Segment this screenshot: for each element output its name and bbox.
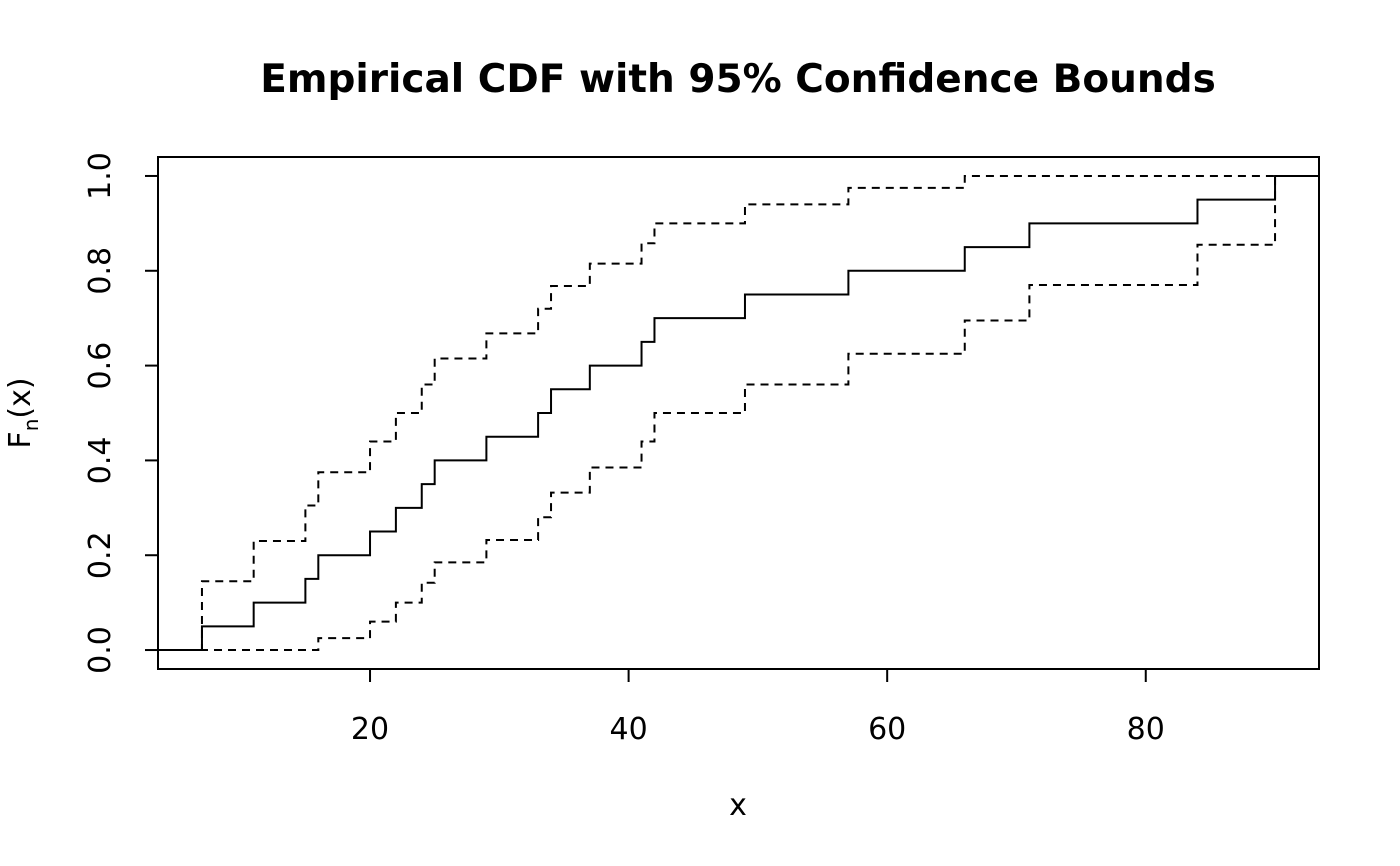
y-tick-label: 0.6: [83, 342, 118, 390]
y-axis-label-main: F: [3, 431, 38, 448]
x-axis-label: x: [729, 788, 747, 823]
y-tick-label: 0.4: [83, 437, 118, 485]
ecdf-line: [158, 174, 1319, 652]
y-axis-label-tail: (x): [3, 377, 38, 418]
x-axis: 20 40 60 80: [351, 669, 1165, 747]
lower-bound-line: [158, 174, 1319, 652]
y-tick-label: 0.2: [83, 531, 118, 579]
upper-bound-line: [158, 174, 1319, 652]
series-layer: [158, 174, 1319, 652]
y-tick-label: 0.0: [83, 626, 118, 674]
x-tick-label: 20: [351, 712, 389, 747]
chart-title: Empirical CDF with 95% Confidence Bounds: [260, 57, 1216, 102]
y-tick-label: 1.0: [83, 152, 118, 200]
y-axis-label-sub: n: [19, 419, 43, 432]
x-tick-label: 60: [868, 712, 906, 747]
x-tick-label: 40: [610, 712, 648, 747]
x-tick-label: 80: [1127, 712, 1165, 747]
y-tick-label: 0.8: [83, 247, 118, 295]
y-axis: 0.0 0.2 0.4 0.6 0.8 1.0: [83, 152, 158, 674]
y-axis-label: Fn(x): [3, 377, 43, 448]
plot-frame: [157, 156, 1320, 670]
